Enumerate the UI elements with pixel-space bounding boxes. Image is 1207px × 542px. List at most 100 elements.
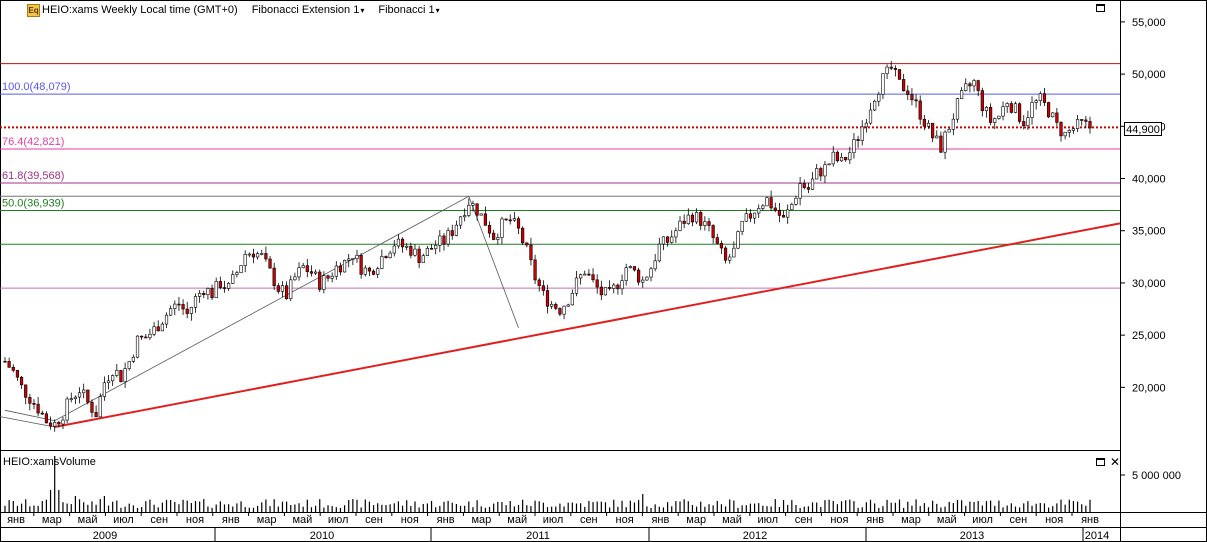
candle-body bbox=[773, 207, 777, 211]
candle-body bbox=[790, 204, 794, 211]
candle-body bbox=[645, 276, 649, 281]
candle-body bbox=[806, 187, 810, 190]
candle-body bbox=[268, 258, 272, 269]
candle-body bbox=[893, 68, 897, 70]
candle-body bbox=[848, 152, 852, 161]
price-tick-label: 55,000 bbox=[1132, 17, 1166, 29]
candle-body bbox=[554, 303, 558, 309]
candle-body bbox=[608, 287, 612, 289]
candle-body bbox=[251, 253, 256, 258]
candle-body bbox=[40, 412, 44, 415]
candle-body bbox=[521, 227, 525, 244]
candle-body bbox=[405, 245, 409, 248]
candle-body bbox=[570, 292, 574, 306]
month-label: сен bbox=[795, 514, 813, 526]
candle-body bbox=[235, 272, 239, 275]
candle-body bbox=[351, 258, 355, 260]
candle-body bbox=[1071, 128, 1076, 131]
candle-body bbox=[897, 69, 902, 80]
candle-body bbox=[450, 230, 454, 236]
candle-body bbox=[48, 422, 53, 427]
candle-body bbox=[989, 106, 993, 123]
candle-body bbox=[1080, 119, 1084, 121]
candle-body bbox=[599, 286, 603, 296]
candle-body bbox=[508, 219, 512, 222]
candle-body bbox=[587, 273, 591, 276]
volume-tick-label: 5 000 000 bbox=[1132, 470, 1181, 482]
month-label: сен bbox=[1010, 514, 1028, 526]
candle-body bbox=[736, 231, 740, 249]
candle-body bbox=[533, 259, 537, 281]
candle-body bbox=[719, 243, 724, 249]
candle-body bbox=[641, 279, 645, 283]
candle-body bbox=[3, 360, 7, 363]
candle-body bbox=[227, 283, 231, 289]
candle-body bbox=[438, 235, 442, 246]
candle-body bbox=[558, 308, 562, 315]
year-label: 2014 bbox=[1085, 530, 1109, 542]
candle-body bbox=[1022, 121, 1026, 126]
candle-body bbox=[11, 366, 15, 371]
candle-body bbox=[380, 256, 384, 269]
candle-body bbox=[181, 304, 185, 310]
candle-body bbox=[993, 118, 997, 123]
fib-level-label: 61.8(39,568) bbox=[2, 170, 64, 182]
year-label: 2012 bbox=[743, 530, 767, 542]
candle-body bbox=[53, 422, 57, 427]
maximize-icon[interactable] bbox=[1096, 4, 1105, 12]
candle-body bbox=[446, 230, 450, 245]
candle-body bbox=[980, 90, 984, 112]
candle-body bbox=[1034, 100, 1038, 103]
month-label: ноя bbox=[830, 514, 848, 526]
candle-body bbox=[272, 267, 276, 286]
candle-body bbox=[82, 389, 86, 394]
price-tick-label: 50,000 bbox=[1132, 69, 1166, 81]
time-axis: янв мар май июл сен ноя янв мар май июл сен ноя янв м… bbox=[7, 512, 1109, 542]
candle-body bbox=[694, 212, 699, 223]
candle-body bbox=[15, 370, 20, 378]
candle-body bbox=[1005, 103, 1009, 107]
maximize-icon[interactable] bbox=[1096, 458, 1105, 466]
candle-body bbox=[140, 335, 144, 338]
candle-body bbox=[699, 212, 703, 226]
candle-body bbox=[504, 218, 508, 221]
candle-body bbox=[231, 274, 235, 284]
candle-body bbox=[222, 287, 227, 289]
month-label: сен bbox=[365, 514, 383, 526]
candle-body bbox=[467, 204, 471, 216]
study-fib-extension[interactable]: Fibonacci Extension 1▾ bbox=[251, 4, 365, 16]
candle-body bbox=[119, 370, 123, 383]
chevron-down-icon[interactable]: ▾ bbox=[360, 6, 365, 15]
candle-body bbox=[131, 356, 135, 362]
chevron-down-icon[interactable]: ▾ bbox=[435, 6, 440, 15]
candle-body bbox=[392, 245, 396, 254]
candle-body bbox=[90, 401, 94, 413]
candle-body bbox=[206, 288, 210, 296]
candle-body bbox=[479, 213, 483, 216]
study-fibonacci[interactable]: Fibonacci 1▾ bbox=[378, 4, 440, 16]
candle-body bbox=[707, 221, 711, 226]
year-label: 2013 bbox=[960, 530, 984, 542]
candle-body bbox=[765, 197, 769, 207]
candle-body bbox=[574, 277, 579, 294]
candle-body bbox=[906, 90, 910, 95]
candle-body bbox=[496, 237, 500, 240]
candle-body bbox=[400, 238, 405, 248]
candle-body bbox=[786, 209, 790, 218]
candle-body bbox=[193, 296, 198, 308]
candle-body bbox=[682, 220, 686, 224]
candle-body bbox=[591, 274, 595, 281]
close-icon[interactable]: ✕ bbox=[1110, 455, 1121, 469]
month-label: мар bbox=[686, 514, 706, 526]
candle-body bbox=[516, 218, 521, 229]
candle-body bbox=[210, 288, 214, 299]
candle-body bbox=[550, 303, 554, 307]
candle-body bbox=[218, 281, 222, 288]
volume-bars bbox=[4, 456, 1091, 512]
candle-body bbox=[873, 100, 877, 111]
candle-body bbox=[442, 235, 446, 245]
symbol-label[interactable]: HEIO:xams Weekly Local time (GMT+0) bbox=[42, 4, 238, 16]
candle-body bbox=[376, 268, 380, 275]
